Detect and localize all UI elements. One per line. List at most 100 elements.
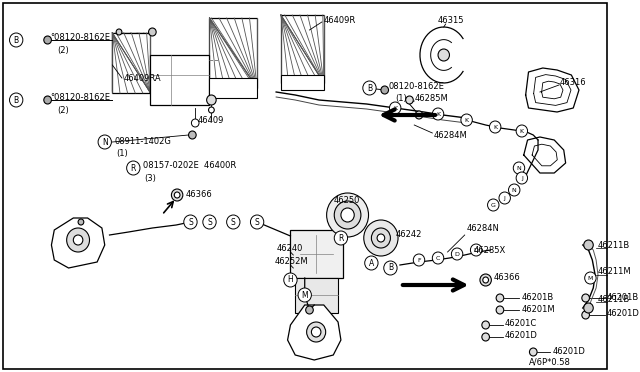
Text: °08120-8162E: °08120-8162E	[51, 32, 111, 42]
Circle shape	[488, 199, 499, 211]
Text: 46242: 46242	[395, 230, 422, 238]
Text: 46201D: 46201D	[607, 310, 639, 318]
Text: A/6P*0.58: A/6P*0.58	[529, 357, 570, 366]
Circle shape	[334, 201, 361, 229]
Circle shape	[433, 252, 444, 264]
Text: 46285X: 46285X	[473, 246, 506, 254]
Text: 46316: 46316	[560, 77, 586, 87]
Circle shape	[78, 219, 84, 225]
Text: 46211B: 46211B	[598, 241, 630, 250]
Circle shape	[496, 306, 504, 314]
Text: 46409R: 46409R	[324, 16, 356, 25]
Circle shape	[148, 28, 156, 36]
Bar	[291, 230, 343, 278]
Text: °08120-8162E: °08120-8162E	[51, 93, 111, 102]
Text: J: J	[504, 196, 506, 201]
Circle shape	[44, 96, 51, 104]
Circle shape	[365, 256, 378, 270]
Bar	[113, 33, 150, 93]
Circle shape	[499, 192, 511, 204]
Text: 46409: 46409	[198, 115, 225, 125]
Circle shape	[227, 215, 240, 229]
Circle shape	[451, 248, 463, 260]
Text: (3): (3)	[145, 173, 157, 183]
Circle shape	[470, 244, 482, 256]
Text: B: B	[13, 96, 19, 105]
Text: 46366: 46366	[493, 273, 520, 282]
Circle shape	[341, 208, 355, 222]
Text: K: K	[520, 128, 524, 134]
Circle shape	[44, 36, 51, 44]
Circle shape	[582, 294, 589, 302]
Text: D: D	[474, 247, 479, 253]
Circle shape	[584, 303, 593, 313]
Circle shape	[184, 215, 197, 229]
Text: N: N	[516, 166, 522, 170]
Polygon shape	[287, 305, 341, 360]
Circle shape	[174, 192, 180, 198]
Text: H: H	[287, 276, 293, 285]
Text: 46211B: 46211B	[598, 295, 630, 305]
Text: C: C	[436, 256, 440, 260]
Circle shape	[364, 220, 398, 256]
Circle shape	[509, 184, 520, 196]
Text: R: R	[131, 164, 136, 173]
Text: N: N	[102, 138, 108, 147]
Circle shape	[74, 235, 83, 245]
Circle shape	[406, 96, 413, 104]
Text: 46201C: 46201C	[505, 320, 537, 328]
Circle shape	[209, 107, 214, 113]
Text: 46284N: 46284N	[467, 224, 499, 232]
Text: 46201D: 46201D	[505, 331, 538, 340]
Circle shape	[10, 93, 23, 107]
Circle shape	[496, 294, 504, 302]
Text: K: K	[465, 118, 468, 122]
Circle shape	[483, 277, 488, 283]
Text: 08911-1402G: 08911-1402G	[115, 137, 171, 145]
Circle shape	[384, 261, 397, 275]
Text: J: J	[521, 176, 523, 180]
Bar	[295, 278, 338, 313]
Circle shape	[250, 215, 264, 229]
Text: K: K	[436, 112, 440, 116]
Text: 46409RA: 46409RA	[124, 74, 161, 83]
Circle shape	[381, 86, 388, 94]
Circle shape	[516, 172, 527, 184]
Bar	[209, 78, 257, 98]
Text: R: R	[338, 234, 344, 243]
Text: S: S	[188, 218, 193, 227]
Circle shape	[584, 240, 593, 250]
Text: M: M	[301, 291, 308, 299]
Circle shape	[390, 102, 401, 114]
Circle shape	[461, 114, 472, 126]
Circle shape	[438, 49, 449, 61]
Text: 46366: 46366	[186, 189, 212, 199]
Text: 46240: 46240	[276, 244, 303, 253]
Circle shape	[482, 333, 490, 341]
Text: (2): (2)	[57, 45, 69, 55]
Circle shape	[513, 162, 525, 174]
Bar	[281, 15, 324, 83]
Text: N: N	[512, 187, 516, 192]
Bar	[113, 33, 148, 91]
Text: S: S	[255, 218, 259, 227]
Bar	[150, 55, 209, 105]
Text: (1): (1)	[395, 93, 407, 103]
Circle shape	[377, 234, 385, 242]
Text: 46252M: 46252M	[275, 257, 308, 266]
Text: 46250: 46250	[333, 196, 360, 205]
Text: K: K	[393, 106, 397, 110]
Circle shape	[585, 272, 596, 284]
Text: F: F	[417, 257, 421, 263]
Text: M: M	[588, 276, 593, 280]
Circle shape	[127, 161, 140, 175]
Circle shape	[433, 108, 444, 120]
Polygon shape	[51, 218, 105, 268]
Circle shape	[490, 121, 501, 133]
Text: 46211M: 46211M	[598, 267, 632, 276]
Text: S: S	[231, 218, 236, 227]
Text: B: B	[13, 35, 19, 45]
Circle shape	[480, 274, 492, 286]
Bar	[209, 18, 257, 88]
Text: 46285M: 46285M	[414, 93, 448, 103]
